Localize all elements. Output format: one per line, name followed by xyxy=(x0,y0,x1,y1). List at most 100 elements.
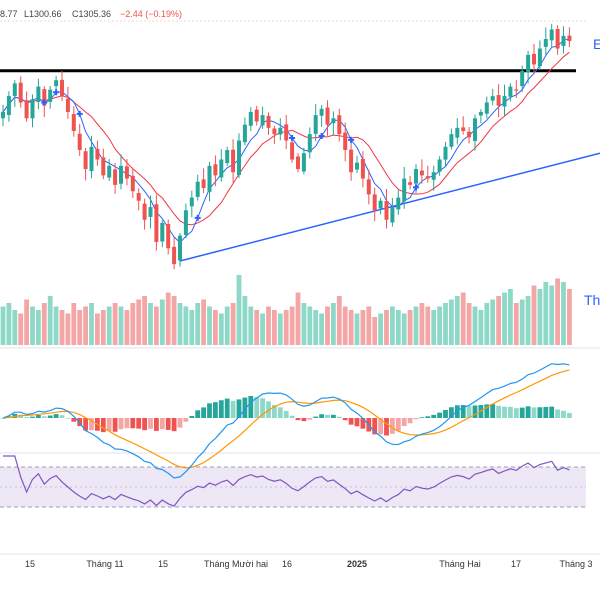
macd-histogram-bar xyxy=(277,407,283,418)
candle-body xyxy=(71,114,76,131)
volume-bar xyxy=(154,306,159,345)
macd-histogram-bar xyxy=(378,418,383,435)
ma-cross-marker xyxy=(76,110,83,117)
candle-body xyxy=(189,197,194,207)
candle-body xyxy=(414,169,418,184)
candle-body xyxy=(83,151,88,170)
macd-histogram-bar xyxy=(384,418,389,436)
macd-histogram-bar xyxy=(513,408,519,418)
volume-bar xyxy=(53,306,59,345)
macd-histogram-bar xyxy=(549,406,555,418)
ma-cross-markers xyxy=(41,89,419,221)
candle-body xyxy=(425,176,430,179)
candle-body xyxy=(561,35,566,46)
volume-bar xyxy=(112,303,118,345)
macd-histogram-bar xyxy=(472,405,478,418)
macd-histogram-bar xyxy=(118,418,124,430)
volume-bar xyxy=(230,303,236,345)
macd-histogram-bar xyxy=(413,418,419,420)
candle-body xyxy=(12,83,17,97)
macd-histogram-bar xyxy=(484,404,490,418)
macd-line xyxy=(2,363,570,479)
candle-body xyxy=(183,210,188,235)
macd-histogram-bar xyxy=(236,399,242,418)
candle-body xyxy=(18,82,23,103)
macd-histogram-bar xyxy=(336,416,342,418)
volume-bar xyxy=(77,310,83,345)
ma-cross-marker xyxy=(413,184,419,191)
volume-bar xyxy=(531,285,537,345)
macd-histogram-bar xyxy=(71,418,77,422)
resistance-edge-label: E xyxy=(593,36,600,52)
volume-bar xyxy=(207,306,212,345)
volume-bar xyxy=(213,310,218,345)
volume-bar xyxy=(142,296,147,345)
rsi-panel xyxy=(0,455,586,508)
macd-histogram xyxy=(0,396,572,436)
volume-bar xyxy=(372,317,378,345)
candle-body xyxy=(526,54,531,73)
macd-histogram-bar xyxy=(130,418,136,429)
candle-body xyxy=(248,111,253,126)
volume-bar xyxy=(95,313,100,345)
macd-histogram-bar xyxy=(47,415,53,418)
x-tick-label: Tháng Mười hai xyxy=(204,559,268,569)
macd-histogram-bar xyxy=(254,397,260,418)
volume-bar xyxy=(454,296,460,345)
candle-body xyxy=(384,200,389,220)
macd-histogram-bar xyxy=(490,404,496,418)
volume-bar xyxy=(555,278,560,345)
panel-separators xyxy=(0,20,600,555)
macd-histogram-bar xyxy=(567,412,572,418)
macd-histogram-bar xyxy=(519,407,525,418)
volume-bar xyxy=(543,282,549,345)
volume-bar xyxy=(319,313,324,345)
candle-body xyxy=(443,146,448,160)
macd-histogram-bar xyxy=(0,418,6,419)
volume-bar xyxy=(360,310,366,345)
volume-bar xyxy=(136,299,142,345)
macd-histogram-bar xyxy=(443,409,448,418)
volume-bar xyxy=(289,306,295,345)
candle-body xyxy=(408,182,413,185)
volume-bar xyxy=(272,310,277,345)
volume-bar xyxy=(407,310,413,345)
volume-bar xyxy=(508,289,513,345)
candle-body xyxy=(390,207,395,223)
candle-body xyxy=(119,165,123,184)
candle-body xyxy=(567,35,572,42)
support-trendline[interactable] xyxy=(179,152,600,262)
x-tick-label: 16 xyxy=(282,559,292,569)
volume-bar xyxy=(0,306,6,345)
macd-histogram-bar xyxy=(307,418,313,420)
macd-histogram-bar xyxy=(325,414,330,418)
macd-histogram-bar xyxy=(24,417,29,418)
volume-bar xyxy=(301,303,307,345)
volume-bar xyxy=(177,303,183,345)
macd-panel xyxy=(0,363,572,479)
macd-histogram-bar xyxy=(295,418,301,421)
candle-body xyxy=(6,96,11,115)
macd-histogram-bar xyxy=(537,407,543,418)
candle-body xyxy=(337,115,342,135)
rsi-band xyxy=(0,467,586,507)
macd-histogram-bar xyxy=(171,418,177,432)
rsi-line xyxy=(3,455,570,507)
volume-bar xyxy=(425,306,431,345)
macd-histogram-bar xyxy=(460,405,466,418)
candle-body xyxy=(331,118,336,124)
macd-histogram-bar xyxy=(30,416,35,418)
macd-histogram-bar xyxy=(18,414,24,418)
volume-bar xyxy=(242,296,248,345)
volume-bar xyxy=(395,310,401,345)
candle-body xyxy=(254,109,259,122)
candle-body xyxy=(1,111,5,119)
volume-bar xyxy=(124,310,130,345)
x-tick-label: 15 xyxy=(25,559,35,569)
macd-histogram-bar xyxy=(224,398,230,418)
volume-bar xyxy=(496,296,501,345)
macd-histogram-bar xyxy=(437,412,442,418)
candle-body xyxy=(313,115,318,134)
volume-bar xyxy=(348,310,354,345)
